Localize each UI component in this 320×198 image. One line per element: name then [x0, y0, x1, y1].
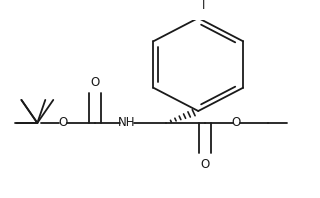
Text: O: O [200, 158, 209, 171]
Text: I: I [202, 0, 205, 12]
Text: O: O [58, 116, 68, 129]
Text: NH: NH [118, 116, 135, 129]
Text: O: O [90, 76, 99, 89]
Text: O: O [232, 116, 241, 129]
